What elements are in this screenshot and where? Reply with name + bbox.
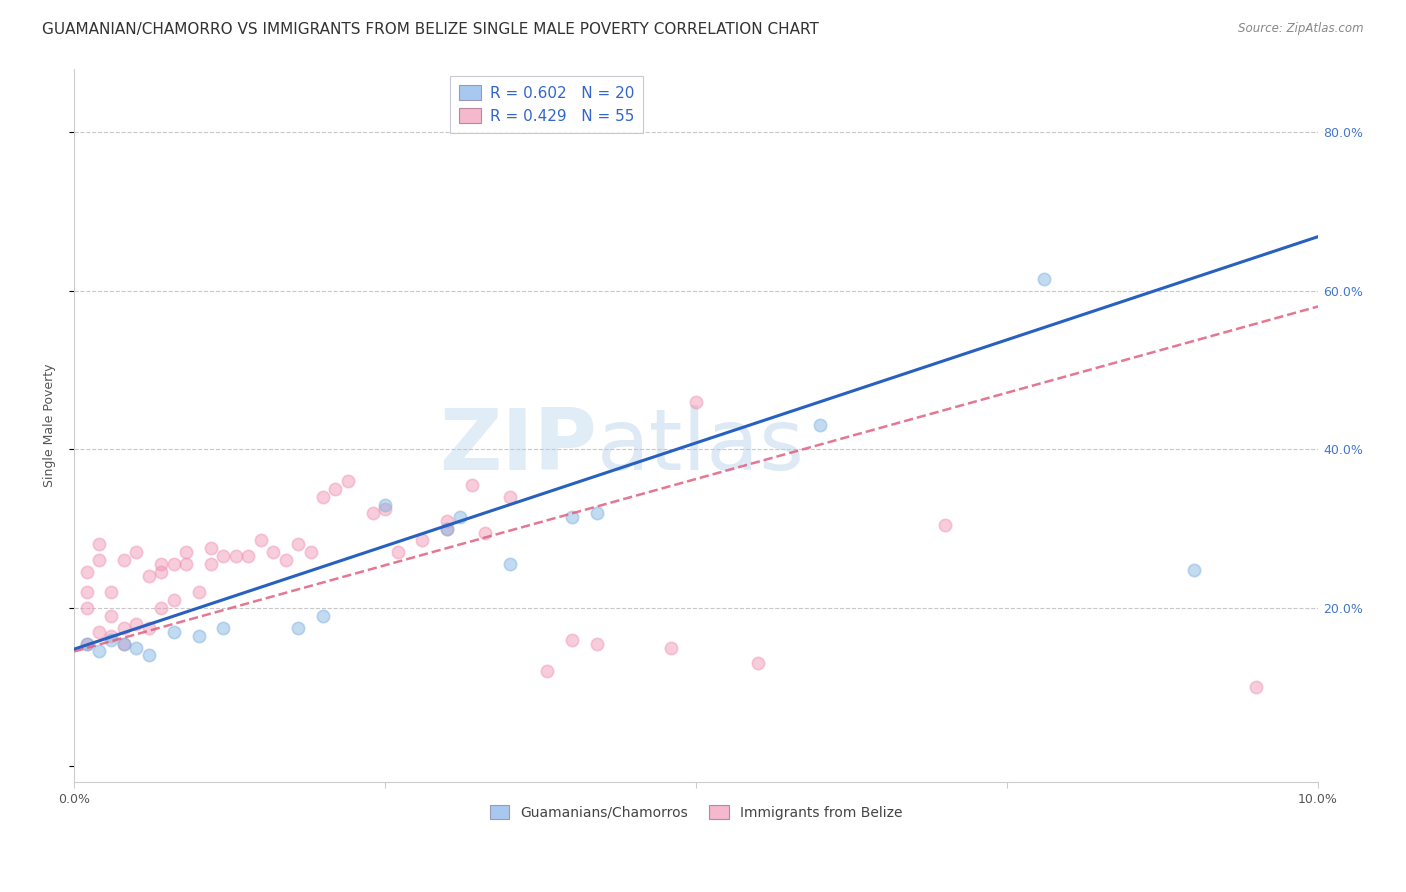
Point [585, 636, 607, 650]
Point [112, 636, 135, 650]
Point [187, 629, 209, 643]
Point [325, 482, 347, 496]
Point [112, 621, 135, 635]
Point [312, 608, 335, 623]
Point [498, 558, 520, 572]
Point [436, 514, 458, 528]
Point [659, 640, 682, 655]
Text: atlas: atlas [596, 405, 804, 488]
Point [585, 506, 607, 520]
Point [163, 558, 186, 572]
Point [685, 394, 707, 409]
Point [287, 621, 309, 635]
Point [810, 418, 832, 433]
Point [312, 490, 335, 504]
Point [249, 533, 271, 548]
Point [498, 490, 520, 504]
Point [461, 478, 484, 492]
Point [287, 537, 309, 551]
Point [1033, 271, 1056, 285]
Point [1244, 680, 1267, 694]
Point [474, 525, 496, 540]
Point [212, 549, 235, 564]
Point [387, 545, 409, 559]
Point [163, 624, 186, 639]
Point [934, 517, 956, 532]
Point [100, 632, 122, 647]
Point [449, 509, 471, 524]
Point [200, 541, 222, 556]
Point [100, 629, 122, 643]
Point [112, 553, 135, 567]
Point [225, 549, 247, 564]
Point [374, 501, 396, 516]
Point [187, 585, 209, 599]
Point [299, 545, 322, 559]
Point [76, 565, 98, 579]
Point [76, 585, 98, 599]
Point [163, 593, 186, 607]
Point [200, 558, 222, 572]
Point [138, 648, 160, 663]
Text: GUAMANIAN/CHAMORRO VS IMMIGRANTS FROM BELIZE SINGLE MALE POVERTY CORRELATION CHA: GUAMANIAN/CHAMORRO VS IMMIGRANTS FROM BE… [42, 22, 820, 37]
Point [561, 509, 583, 524]
Point [1182, 563, 1205, 577]
Point [100, 585, 122, 599]
Point [274, 553, 297, 567]
Point [536, 665, 558, 679]
Point [150, 565, 173, 579]
Point [436, 522, 458, 536]
Point [87, 624, 110, 639]
Point [238, 549, 260, 564]
Point [561, 632, 583, 647]
Point [76, 636, 98, 650]
Point [76, 600, 98, 615]
Point [150, 558, 173, 572]
Point [436, 522, 458, 536]
Point [125, 640, 148, 655]
Point [150, 600, 173, 615]
Legend: Guamanians/Chamorros, Immigrants from Belize: Guamanians/Chamorros, Immigrants from Be… [485, 800, 908, 825]
Point [138, 569, 160, 583]
Y-axis label: Single Male Poverty: Single Male Poverty [44, 364, 56, 487]
Point [262, 545, 284, 559]
Point [87, 644, 110, 658]
Text: Source: ZipAtlas.com: Source: ZipAtlas.com [1239, 22, 1364, 36]
Point [125, 545, 148, 559]
Point [138, 621, 160, 635]
Point [174, 545, 197, 559]
Point [336, 474, 359, 488]
Point [112, 636, 135, 650]
Point [100, 608, 122, 623]
Point [87, 553, 110, 567]
Point [374, 498, 396, 512]
Point [747, 657, 769, 671]
Point [361, 506, 384, 520]
Point [87, 537, 110, 551]
Text: ZIP: ZIP [439, 405, 596, 488]
Point [212, 621, 235, 635]
Point [125, 616, 148, 631]
Point [411, 533, 433, 548]
Point [76, 636, 98, 650]
Point [174, 558, 197, 572]
